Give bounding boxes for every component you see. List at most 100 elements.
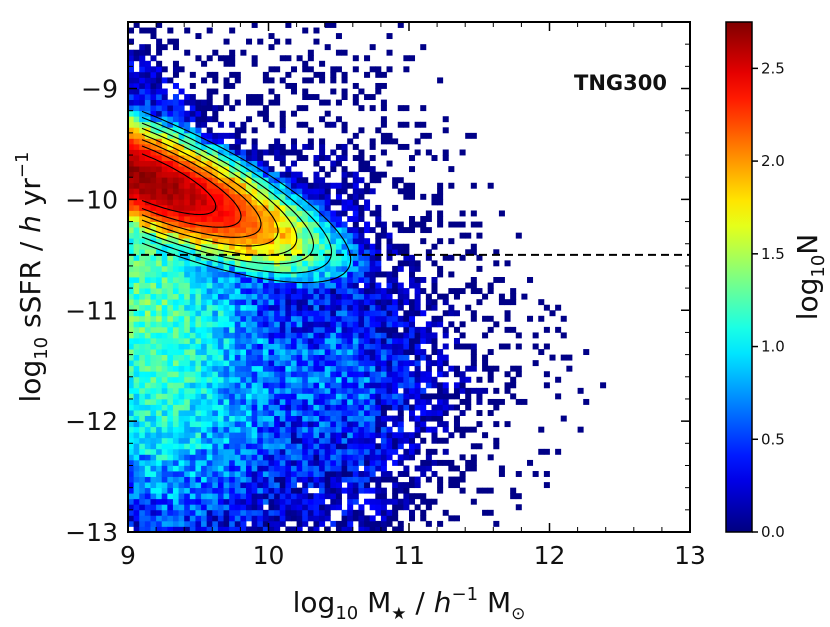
density-bin (380, 349, 387, 356)
density-bin (397, 471, 404, 477)
density-bin (307, 182, 314, 189)
density-bin (189, 437, 196, 444)
density-bin (313, 260, 320, 267)
density-bin (189, 71, 196, 78)
density-bin (178, 232, 185, 239)
density-bin (150, 520, 157, 527)
density-bin (195, 243, 202, 250)
density-bin (206, 221, 213, 228)
density-bin (319, 155, 326, 161)
density-bin (335, 343, 342, 350)
density-bin (257, 337, 264, 344)
density-bin (133, 498, 140, 505)
density-bin (156, 471, 163, 477)
density-bin (403, 254, 410, 261)
density-bin (161, 193, 168, 200)
density-bin (330, 343, 337, 350)
density-bin (268, 415, 275, 422)
density-bin (414, 387, 421, 394)
density-bin (139, 426, 146, 433)
density-bin (167, 415, 174, 422)
density-bin (341, 221, 348, 228)
density-bin (246, 166, 253, 173)
density-bin (201, 210, 208, 217)
density-bin (313, 204, 320, 211)
density-bin (223, 354, 230, 361)
density-bin (364, 454, 371, 461)
density-bin (364, 249, 371, 256)
density-bin (144, 166, 151, 173)
density-bin (296, 221, 303, 228)
density-bin (274, 277, 281, 283)
density-bin (150, 387, 157, 394)
colorbar-ticks: 0.00.51.01.52.02.5 (752, 59, 785, 541)
density-bin (364, 471, 371, 477)
density-bin (285, 515, 292, 522)
density-bin (133, 288, 140, 295)
density-bin (313, 520, 320, 527)
density-bin (397, 454, 404, 461)
density-bin (161, 99, 168, 106)
density-bin (128, 38, 135, 45)
density-bin (279, 77, 286, 84)
density-bin (358, 337, 365, 344)
density-bin (217, 493, 224, 500)
density-bin (195, 360, 202, 367)
density-bin (425, 382, 432, 389)
density-bin (352, 337, 359, 344)
density-bin (161, 210, 168, 217)
density-bin (431, 199, 438, 206)
density-bin (156, 293, 163, 300)
density-bin (139, 509, 146, 516)
density-bin (285, 471, 292, 477)
density-bin (234, 498, 241, 505)
density-bin (201, 121, 208, 128)
density-bin (392, 509, 399, 516)
density-bin (403, 227, 410, 234)
density-bin (167, 354, 174, 361)
density-bin (268, 393, 275, 400)
density-bin (274, 94, 281, 101)
density-bin (262, 160, 269, 167)
density-bin (409, 432, 416, 439)
density-bin (133, 177, 140, 184)
density-bin (324, 360, 331, 367)
density-bin (223, 299, 230, 306)
density-bin (414, 426, 421, 433)
density-bin (150, 465, 157, 472)
density-bin (195, 166, 202, 173)
density-bin (144, 515, 151, 522)
density-bin (234, 459, 241, 466)
density-bin (442, 509, 449, 516)
density-bin (150, 243, 157, 250)
density-bin (172, 232, 179, 239)
density-bin (240, 393, 247, 400)
density-bin (167, 365, 174, 372)
plot-area: 9 10 11 12 13 −13−12−11−10−9 TNG300 (65, 21, 706, 570)
density-bin (352, 99, 359, 106)
density-bin (549, 354, 556, 361)
density-bin (335, 432, 342, 439)
density-bin (470, 459, 477, 466)
density-bin (206, 310, 213, 317)
density-bin (409, 493, 416, 500)
density-bin (257, 482, 264, 489)
density-bin (178, 321, 185, 328)
density-bin (229, 210, 236, 217)
density-bin (229, 238, 236, 245)
density-bin (470, 349, 477, 356)
density-bin (296, 360, 303, 367)
density-bin (257, 304, 264, 311)
density-bin (369, 260, 376, 267)
density-bin (364, 354, 371, 361)
density-bin (133, 371, 140, 378)
density-bin (431, 437, 438, 444)
density-bin (442, 326, 449, 333)
density-bin (206, 315, 213, 322)
density-bin (459, 432, 466, 439)
density-bin (459, 288, 466, 295)
density-bin (133, 476, 140, 483)
density-bin (161, 105, 168, 112)
density-bin (144, 243, 151, 250)
density-bin (212, 476, 219, 483)
